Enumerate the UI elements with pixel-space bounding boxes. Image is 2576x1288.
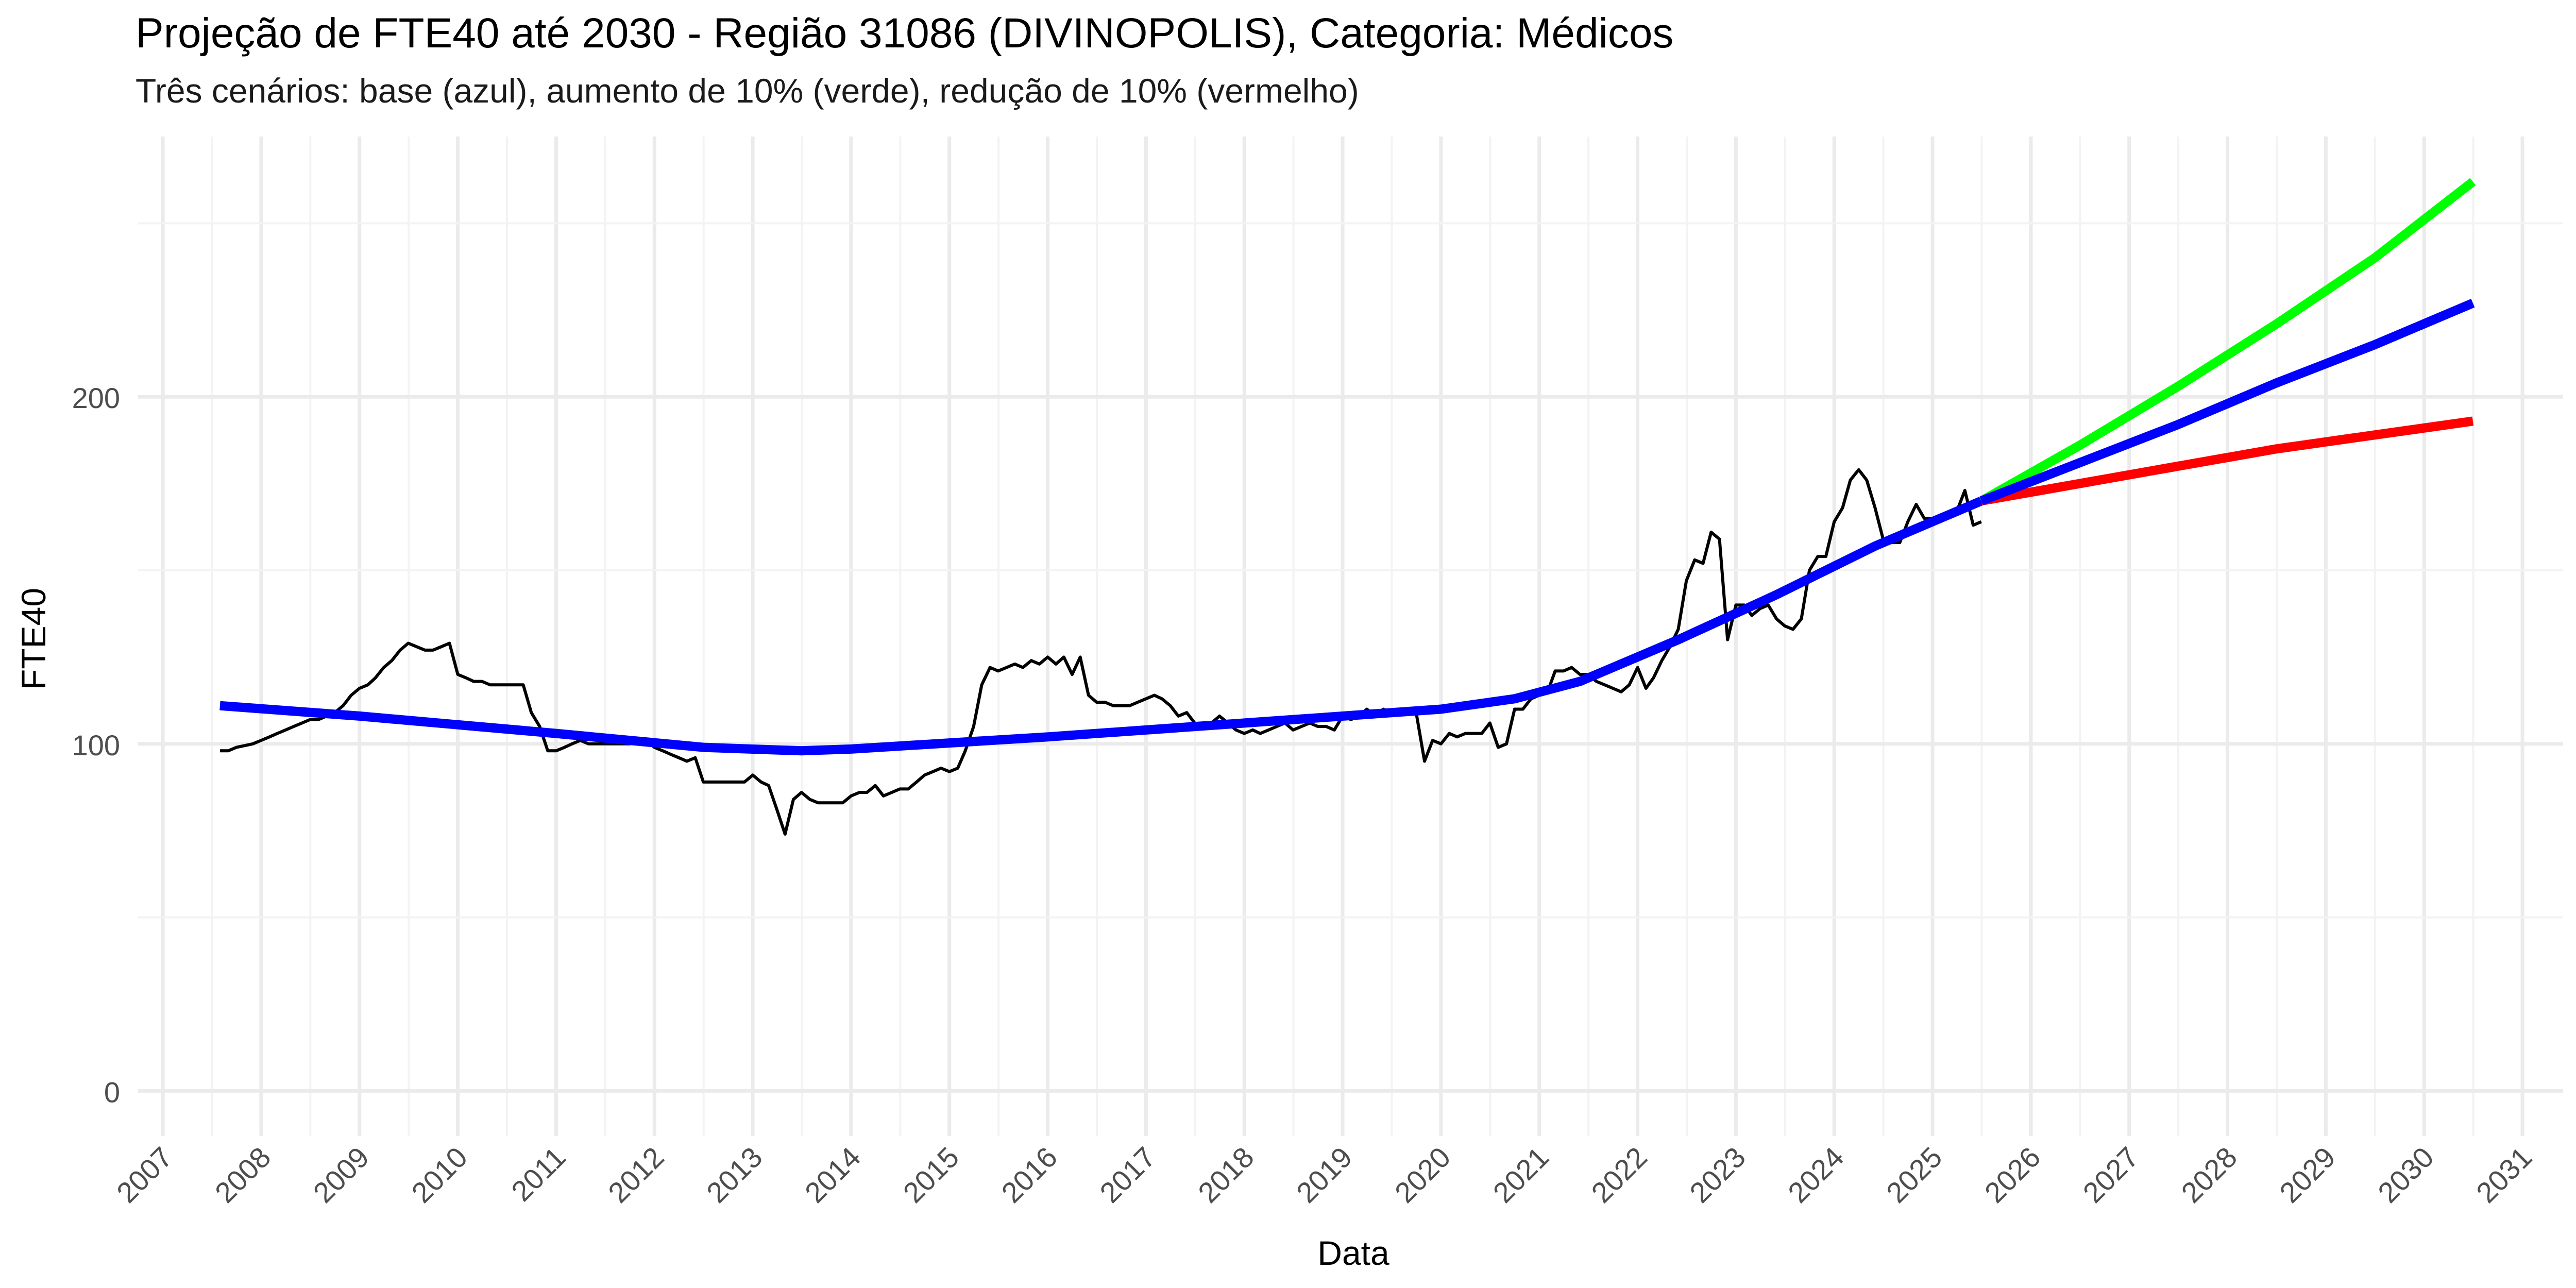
chart-subtitle: Três cenários: base (azul), aumento de 1… [135,72,1359,110]
x-tick-label: 2017 [1093,1141,1162,1209]
y-axis-ticks: 0 100 200 [72,382,120,1108]
series-line-4 [1979,299,2475,505]
x-tick-label: 2008 [209,1141,277,1209]
x-tick-label: 2010 [405,1141,473,1209]
x-tick-label: 2029 [2273,1141,2342,1209]
x-tick-label: 2009 [307,1141,376,1209]
x-tick-label: 2026 [1978,1141,2047,1209]
x-tick-label: 2019 [1290,1141,1359,1209]
x-tick-label: 2028 [2175,1141,2243,1209]
x-tick-label: 2021 [1487,1141,1555,1209]
x-tick-label: 2027 [2077,1141,2145,1209]
data-series [219,178,2476,836]
y-tick-label: 200 [72,382,120,414]
x-tick-label: 2022 [1585,1141,1653,1209]
x-tick-label: 2018 [1192,1141,1260,1209]
x-tick-label: 2016 [995,1141,1063,1209]
y-axis-title: FTE40 [14,588,53,690]
x-tick-label: 2020 [1388,1141,1457,1209]
x-tick-label: 2012 [602,1141,670,1209]
y-tick-label: 100 [72,729,120,761]
x-axis-ticks: 2007 2008 2009 2010 2011 2012 2013 2014 2015 2016… [110,1141,2538,1209]
x-tick-label: 2011 [505,1141,572,1208]
series-line-1 [219,497,1984,756]
x-tick-label: 2007 [110,1141,179,1209]
chart-title: Projeção de FTE40 até 2030 - Região 3108… [135,10,1674,57]
series-line-0 [219,468,1982,836]
x-tick-label: 2025 [1880,1141,1948,1209]
x-tick-label: 2023 [1683,1141,1752,1209]
x-tick-label: 2030 [2371,1141,2440,1209]
x-axis-title: Data [1317,1234,1389,1272]
x-tick-label: 2031 [2470,1141,2538,1209]
x-tick-label: 2024 [1782,1141,1850,1209]
series-line-3 [1979,178,2476,505]
series-line-2 [1980,416,2474,506]
x-tick-label: 2013 [700,1141,769,1209]
x-tick-label: 2014 [799,1141,867,1209]
gridlines [138,137,2563,1136]
x-tick-label: 2015 [897,1141,965,1209]
y-tick-label: 0 [104,1076,120,1108]
